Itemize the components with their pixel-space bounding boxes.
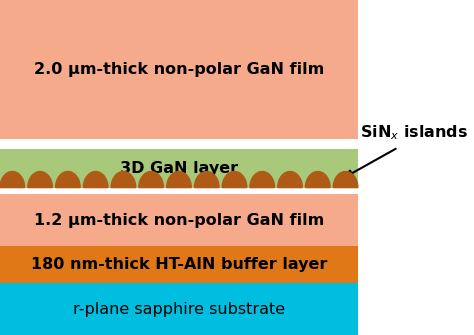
Polygon shape bbox=[111, 172, 136, 188]
Bar bbox=[0, 246, 358, 283]
Polygon shape bbox=[28, 172, 53, 188]
Text: 180 nm-thick HT-AlN buffer layer: 180 nm-thick HT-AlN buffer layer bbox=[31, 257, 327, 272]
Polygon shape bbox=[333, 172, 358, 188]
Bar bbox=[0, 0, 358, 139]
Text: 3D GaN layer: 3D GaN layer bbox=[120, 161, 238, 176]
Bar bbox=[0, 194, 358, 246]
Polygon shape bbox=[83, 172, 108, 188]
Polygon shape bbox=[0, 172, 25, 188]
Text: r-plane sapphire substrate: r-plane sapphire substrate bbox=[73, 302, 285, 317]
Polygon shape bbox=[139, 172, 164, 188]
Polygon shape bbox=[222, 172, 247, 188]
Polygon shape bbox=[278, 172, 302, 188]
Text: 2.0 μm-thick non-polar GaN film: 2.0 μm-thick non-polar GaN film bbox=[34, 62, 324, 77]
Text: 1.2 μm-thick non-polar GaN film: 1.2 μm-thick non-polar GaN film bbox=[34, 213, 324, 228]
Bar bbox=[0, 283, 358, 335]
Polygon shape bbox=[166, 172, 191, 188]
Text: SiN$_x$ islands: SiN$_x$ islands bbox=[360, 124, 468, 142]
Polygon shape bbox=[55, 172, 80, 188]
Polygon shape bbox=[305, 172, 330, 188]
Polygon shape bbox=[194, 172, 219, 188]
Bar bbox=[0, 149, 358, 188]
Polygon shape bbox=[250, 172, 274, 188]
